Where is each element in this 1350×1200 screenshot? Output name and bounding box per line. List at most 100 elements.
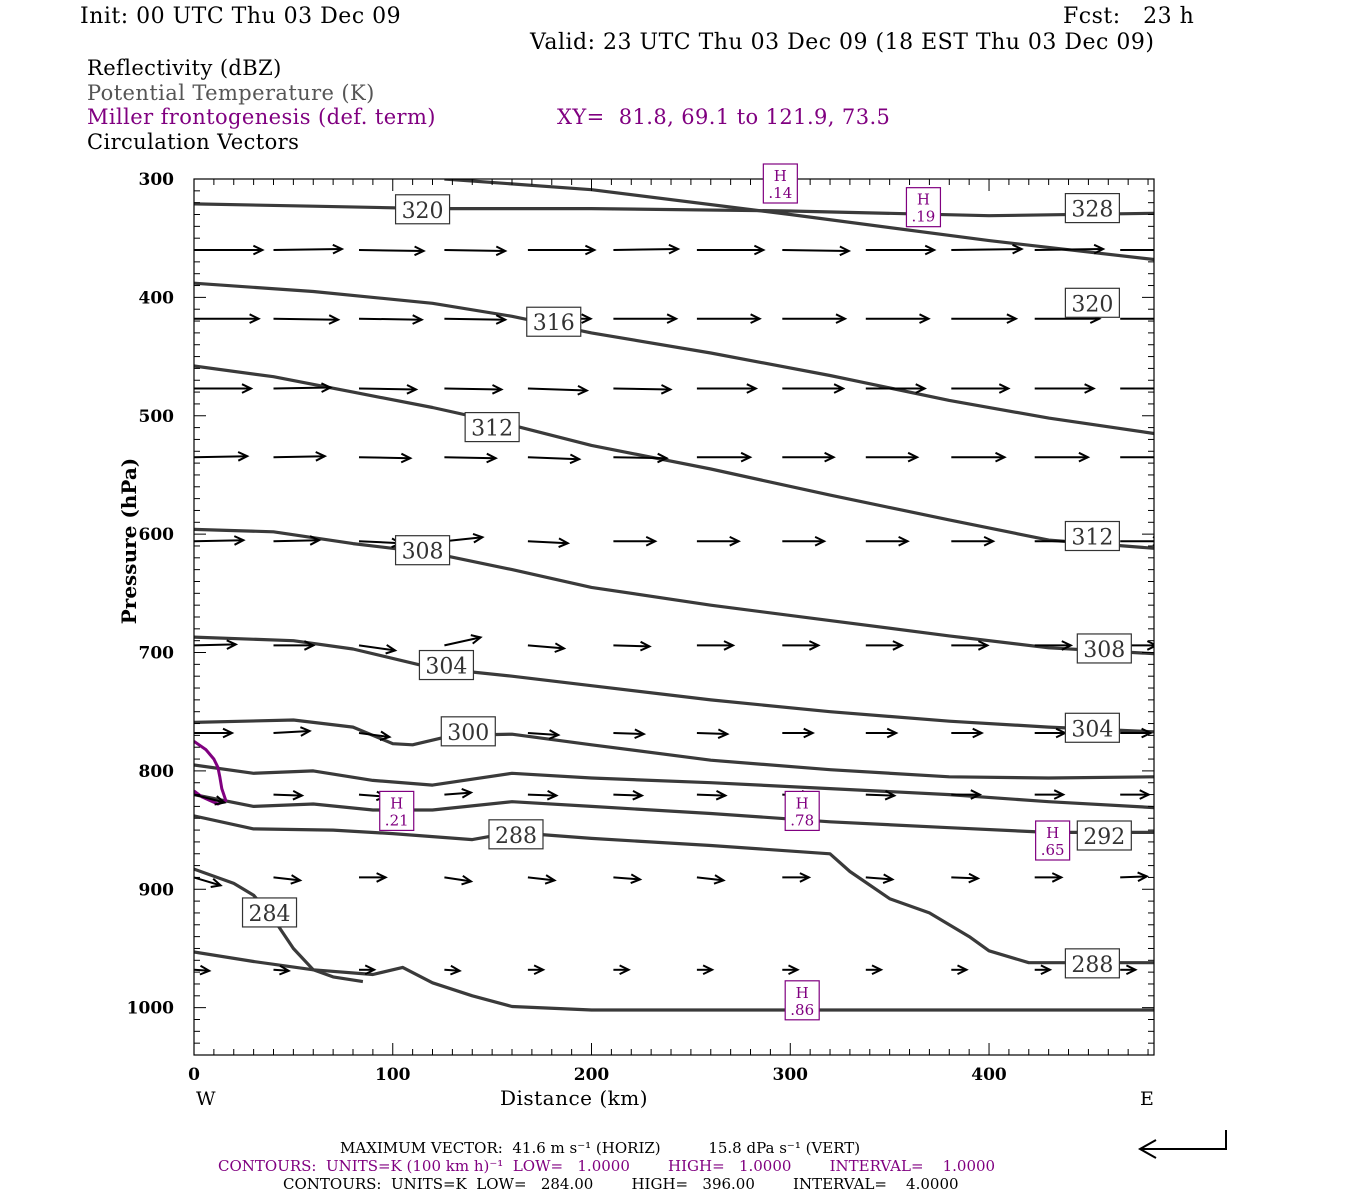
vector-head <box>1137 871 1150 882</box>
theta-contour <box>194 814 1154 965</box>
circulation-vector <box>1120 317 1154 320</box>
circulation-vector <box>951 451 1007 463</box>
vector-shaft <box>696 793 726 797</box>
theta-contour-label: 288 <box>488 819 544 850</box>
circulation-vector <box>696 790 728 801</box>
contour-label-box <box>1064 712 1120 743</box>
vector-head <box>491 384 504 395</box>
circulation-vector <box>273 535 322 546</box>
circulation-vector <box>1120 535 1154 547</box>
vector-head <box>584 244 597 256</box>
circulation-vector <box>273 382 333 393</box>
circulation-vector <box>613 964 631 976</box>
fronto-label-h: H <box>1046 824 1059 842</box>
circulation-vector <box>613 728 647 740</box>
vector-shaft <box>444 249 506 252</box>
vector-shaft <box>358 644 396 652</box>
vector-head <box>833 383 846 394</box>
circulation-vector <box>273 790 305 801</box>
vector-head <box>753 244 766 256</box>
y-tick-label: 300 <box>139 170 175 190</box>
vector-head <box>495 245 508 257</box>
circulation-vector <box>951 535 996 547</box>
vector-shaft <box>273 876 301 882</box>
vector-shaft <box>194 793 225 804</box>
fronto-high-label: H.65 <box>1035 820 1071 861</box>
circulation-vector <box>273 726 312 737</box>
vector-head <box>998 383 1011 394</box>
vector-head <box>252 244 265 256</box>
circulation-vector <box>444 384 504 395</box>
circulation-vector <box>782 964 800 976</box>
vector-head <box>290 874 303 885</box>
vector-head <box>546 790 559 801</box>
vector-head <box>799 872 812 883</box>
fronto-label-box <box>762 163 798 204</box>
vector-shaft <box>358 317 422 321</box>
circulation-vector <box>865 451 920 463</box>
circulation-vector <box>194 451 250 462</box>
circulation-vector <box>696 244 766 256</box>
circulation-vector <box>696 451 753 463</box>
circulation-vector <box>865 535 910 547</box>
init-time: Init: 00 UTC Thu 03 Dec 09 <box>80 4 402 29</box>
circulation-vector <box>358 452 413 464</box>
contour-label-box <box>1076 633 1132 664</box>
vector-head <box>1084 383 1096 394</box>
vector-head <box>639 640 652 652</box>
circulation-vector <box>358 384 419 395</box>
vector-head <box>666 313 679 324</box>
theta-contour-label: 312 <box>464 411 520 443</box>
contour-label-box <box>241 897 298 928</box>
vector-head <box>226 639 239 650</box>
circulation-vector <box>782 451 836 463</box>
vector-head <box>385 644 398 655</box>
vector-head <box>332 243 345 255</box>
field-potential-temperature: Potential Temperature (K) <box>87 81 375 105</box>
circulation-vector <box>194 727 235 739</box>
fronto-label-value: .78 <box>790 811 814 829</box>
fronto-label-value: .65 <box>1041 841 1065 859</box>
vector-head <box>554 642 567 653</box>
contour-label-box <box>1064 948 1120 979</box>
circulation-vector <box>194 876 223 888</box>
vector-shaft <box>194 876 221 887</box>
vector-head <box>630 873 643 885</box>
valid-time: Valid: 23 UTC Thu 03 Dec 09 (18 EST Thu … <box>530 30 1155 55</box>
contour-label-box <box>1064 287 1120 318</box>
circulation-vector <box>865 313 931 324</box>
vector-head <box>486 452 498 464</box>
vector-shaft <box>358 540 401 545</box>
circulation-vector <box>359 872 388 883</box>
vector-head <box>1078 451 1091 463</box>
contour-label-text: 316 <box>533 311 575 336</box>
x-tick-label: 200 <box>574 1065 610 1085</box>
circulation-vector <box>273 314 341 325</box>
circulation-vector <box>865 244 937 256</box>
vector-head <box>461 787 474 799</box>
theta-contour <box>194 718 1154 780</box>
vector-head <box>364 964 377 976</box>
theta-contour-label: 308 <box>394 535 451 566</box>
vector-head <box>788 964 800 976</box>
vector-shaft <box>194 455 248 459</box>
vector-head <box>1051 872 1064 883</box>
vector-head <box>548 729 561 740</box>
y-tick-label: 900 <box>139 880 175 900</box>
fronto-high-label: H.78 <box>784 790 820 832</box>
vector-shaft <box>527 540 568 545</box>
circulation-vector <box>782 727 815 739</box>
vector-head <box>970 789 983 800</box>
contour-label-box <box>488 819 544 850</box>
circulation-vector <box>613 243 681 255</box>
vector-head <box>1178 246 1187 255</box>
x-tick-label: 300 <box>773 1065 809 1085</box>
contour-label-text: 304 <box>425 655 467 680</box>
circulation-vector <box>527 453 582 465</box>
vector-shaft <box>1034 248 1104 251</box>
theta-contour-label: 328 <box>1064 192 1120 224</box>
theta-contour <box>194 281 1154 436</box>
vector-head <box>1125 964 1138 976</box>
vector-shaft <box>273 539 320 543</box>
theta-contour <box>194 202 1154 218</box>
